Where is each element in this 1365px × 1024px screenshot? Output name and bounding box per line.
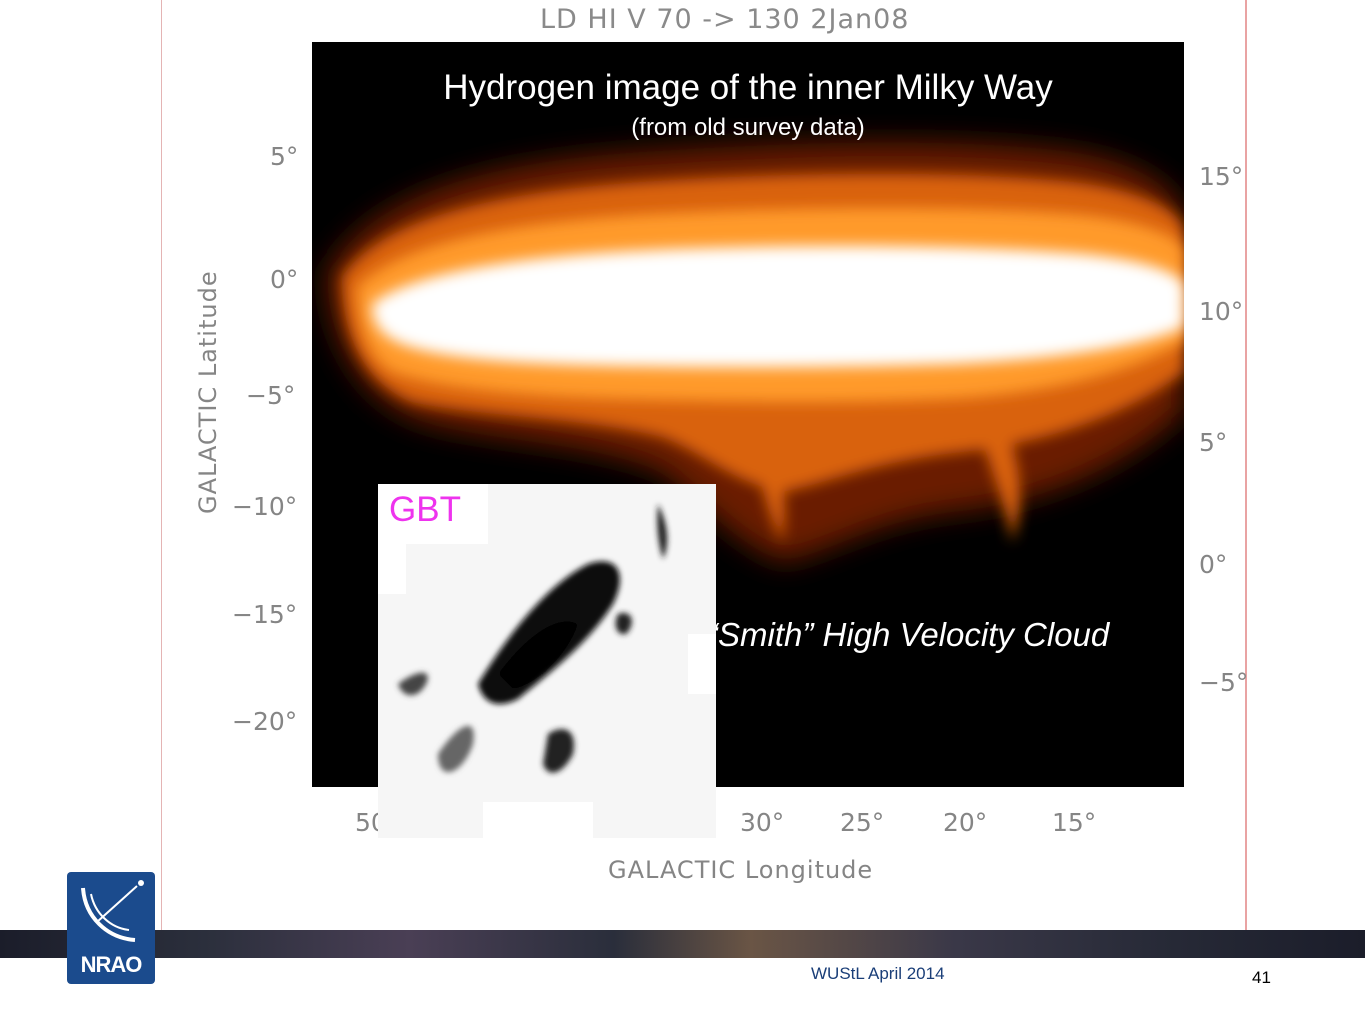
y-tick: −15°: [232, 600, 298, 629]
y-tick: −20°: [232, 707, 298, 736]
footer-starfield-banner: [0, 930, 1365, 958]
x-tick: 25°: [840, 808, 885, 837]
y-tick: −5°: [246, 381, 296, 410]
y-axis-label: GALACTIC Latitude: [194, 270, 222, 514]
emission-map: [327, 142, 1184, 562]
y-tick: 0°: [270, 265, 299, 294]
footer-text: WUStL April 2014: [811, 964, 945, 983]
nrao-logo: NRAO: [67, 872, 155, 984]
right-tick: 0°: [1199, 550, 1228, 579]
plot-header: LD HI V 70 -> 130 2Jan08: [540, 4, 910, 35]
logo-text: NRAO: [80, 952, 143, 977]
gbt-inset-image: GBT: [378, 484, 716, 838]
radio-telescope-icon: [81, 880, 144, 942]
image-subtitle: (from old survey data): [631, 114, 865, 141]
right-tick: 10°: [1199, 297, 1244, 326]
x-tick: 15°: [1052, 808, 1097, 837]
y-tick: −10°: [232, 492, 298, 521]
hvc-label: “Smith” High Velocity Cloud: [707, 616, 1110, 653]
right-tick: 15°: [1199, 162, 1244, 191]
x-axis-label: GALACTIC Longitude: [608, 856, 874, 884]
y-tick: 5°: [270, 142, 299, 171]
x-tick: 20°: [943, 808, 988, 837]
x-tick: 30°: [740, 808, 785, 837]
image-title: Hydrogen image of the inner Milky Way: [443, 68, 1053, 107]
right-tick: −5°: [1199, 668, 1249, 697]
page-number: 41: [1252, 968, 1271, 987]
gbt-cloud-map: [378, 484, 716, 838]
right-tick: 5°: [1199, 428, 1228, 457]
gbt-label: GBT: [389, 490, 461, 529]
